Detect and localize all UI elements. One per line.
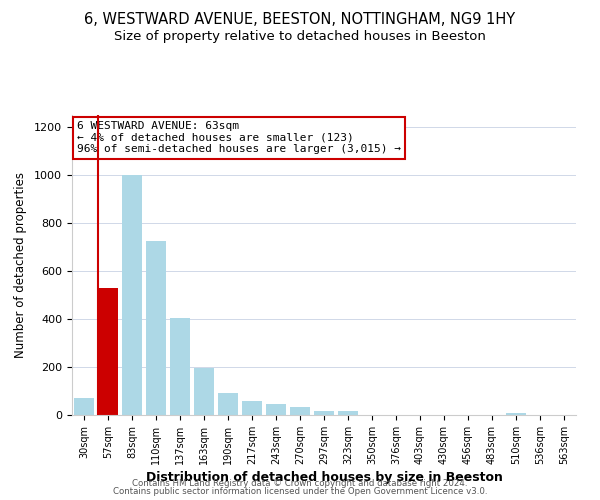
Text: 6 WESTWARD AVENUE: 63sqm
← 4% of detached houses are smaller (123)
96% of semi-d: 6 WESTWARD AVENUE: 63sqm ← 4% of detache… (77, 121, 401, 154)
Bar (290, 407, 310, 415)
Bar (338, 410, 358, 415)
Bar (242, 400, 262, 415)
Bar (170, 318, 190, 415)
Bar (506, 413, 526, 415)
Bar (122, 175, 142, 415)
Text: Contains public sector information licensed under the Open Government Licence v3: Contains public sector information licen… (113, 487, 487, 496)
Bar (98, 288, 118, 415)
Bar (74, 398, 94, 415)
X-axis label: Distribution of detached houses by size in Beeston: Distribution of detached houses by size … (146, 471, 502, 484)
Bar (218, 394, 238, 415)
Text: 6, WESTWARD AVENUE, BEESTON, NOTTINGHAM, NG9 1HY: 6, WESTWARD AVENUE, BEESTON, NOTTINGHAM,… (85, 12, 515, 28)
Bar (266, 404, 286, 415)
Bar (146, 241, 166, 415)
Bar (314, 410, 334, 415)
Bar (194, 368, 214, 415)
Text: Contains HM Land Registry data © Crown copyright and database right 2024.: Contains HM Land Registry data © Crown c… (132, 478, 468, 488)
Y-axis label: Number of detached properties: Number of detached properties (14, 172, 27, 358)
Text: Size of property relative to detached houses in Beeston: Size of property relative to detached ho… (114, 30, 486, 43)
